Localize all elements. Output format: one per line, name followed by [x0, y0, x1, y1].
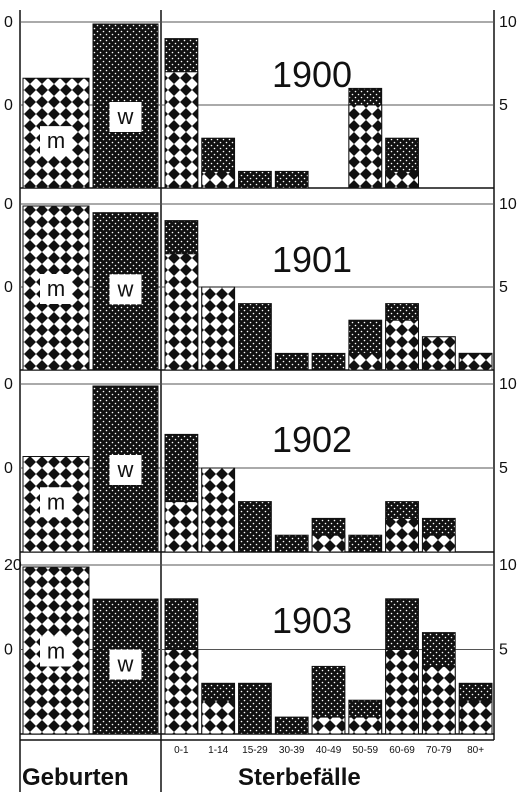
death-bar-male: [421, 534, 456, 553]
age-group-label: 30-39: [279, 745, 305, 756]
death-bar-male: [164, 71, 199, 189]
death-bar-male: [311, 534, 346, 553]
deaths-tick-label: 10: [499, 196, 517, 213]
death-bar-total: [274, 352, 309, 371]
sex-label-w: w: [117, 276, 134, 301]
births-tick-label: 0: [4, 642, 13, 659]
footer-deaths-label: Sterbefälle: [238, 764, 361, 791]
death-bar-male: [385, 649, 419, 735]
death-bar-male: [458, 699, 493, 735]
death-bar-male: [201, 286, 236, 371]
death-bar-male: [385, 319, 419, 371]
death-bar-male: [348, 352, 383, 371]
text-labels: Geburten Sterbefälle 0 10 0 5 1900 m w 0 10 0 5 190…: [4, 14, 517, 791]
deaths-tick-label: 10: [499, 14, 517, 31]
death-bar-total: [274, 170, 309, 189]
panel-year-label: 1903: [272, 600, 352, 641]
death-bar-male: [348, 716, 383, 735]
death-bar-total: [274, 534, 309, 553]
death-bar-total: [348, 534, 383, 553]
sex-label-box-m: [40, 126, 72, 157]
deaths-tick-label: 5: [499, 642, 508, 659]
panel-year-label: 1901: [272, 239, 352, 280]
sex-label-m: m: [47, 489, 65, 514]
births-tick-label: 20: [4, 557, 22, 574]
births-tick-label: 0: [4, 196, 13, 213]
death-bar-male: [385, 170, 419, 189]
births-tick-label: 0: [4, 279, 13, 296]
sex-label-m: m: [47, 128, 65, 153]
age-group-label: 15-29: [242, 745, 268, 756]
death-bar-male: [421, 336, 456, 371]
age-group-label: 50-59: [352, 745, 378, 756]
deaths-tick-label: 5: [499, 279, 508, 296]
age-group-label: 80+: [467, 745, 484, 756]
age-group-label: 0-1: [174, 745, 189, 756]
births-tick-label: 0: [4, 460, 13, 477]
sex-label-m: m: [47, 639, 65, 664]
death-bar-male: [164, 253, 199, 371]
sex-label-box-w: [109, 649, 142, 680]
sex-label-box-m: [40, 487, 72, 518]
bar-marks: [22, 23, 493, 735]
death-bar-total: [238, 682, 272, 735]
death-bar-male: [458, 352, 493, 371]
death-bar-male: [201, 699, 236, 735]
death-bar-male: [348, 104, 383, 189]
age-group-label: 70-79: [426, 745, 452, 756]
death-bar-total: [238, 303, 272, 371]
death-bar-total: [238, 170, 272, 189]
death-bar-male: [311, 716, 346, 735]
sex-label-w: w: [117, 457, 134, 482]
death-bar-total: [311, 352, 346, 371]
deaths-tick-label: 5: [499, 97, 508, 114]
panel-year-label: 1900: [272, 54, 352, 95]
sex-label-m: m: [47, 276, 65, 301]
death-bar-male: [201, 467, 236, 553]
sex-label-box-m: [40, 636, 72, 667]
sex-label-box-w: [109, 455, 142, 485]
death-bar-male: [201, 170, 236, 189]
sex-label-w: w: [117, 104, 134, 129]
age-group-label: 40-49: [316, 745, 342, 756]
age-group-label: 60-69: [389, 745, 415, 756]
births-tick-label: 0: [4, 14, 13, 31]
sex-label-box-w: [109, 102, 142, 132]
sex-label-box-m: [40, 274, 72, 304]
deaths-tick-label: 10: [499, 376, 517, 393]
deaths-tick-label: 5: [499, 460, 508, 477]
sex-label-box-w: [109, 274, 142, 305]
sex-label-w: w: [117, 652, 134, 677]
age-group-label: 1-14: [208, 745, 228, 756]
panel-year-label: 1902: [272, 419, 352, 460]
death-bar-male: [164, 501, 199, 553]
births-tick-label: 0: [4, 376, 13, 393]
death-bar-total: [238, 501, 272, 553]
death-bar-total: [274, 716, 309, 735]
births-tick-label: 0: [4, 97, 13, 114]
death-bar-male: [421, 665, 456, 735]
death-bar-male: [164, 649, 199, 735]
deaths-tick-label: 10: [499, 557, 517, 574]
footer-births-label: Geburten: [22, 764, 129, 791]
death-bar-male: [385, 517, 419, 553]
